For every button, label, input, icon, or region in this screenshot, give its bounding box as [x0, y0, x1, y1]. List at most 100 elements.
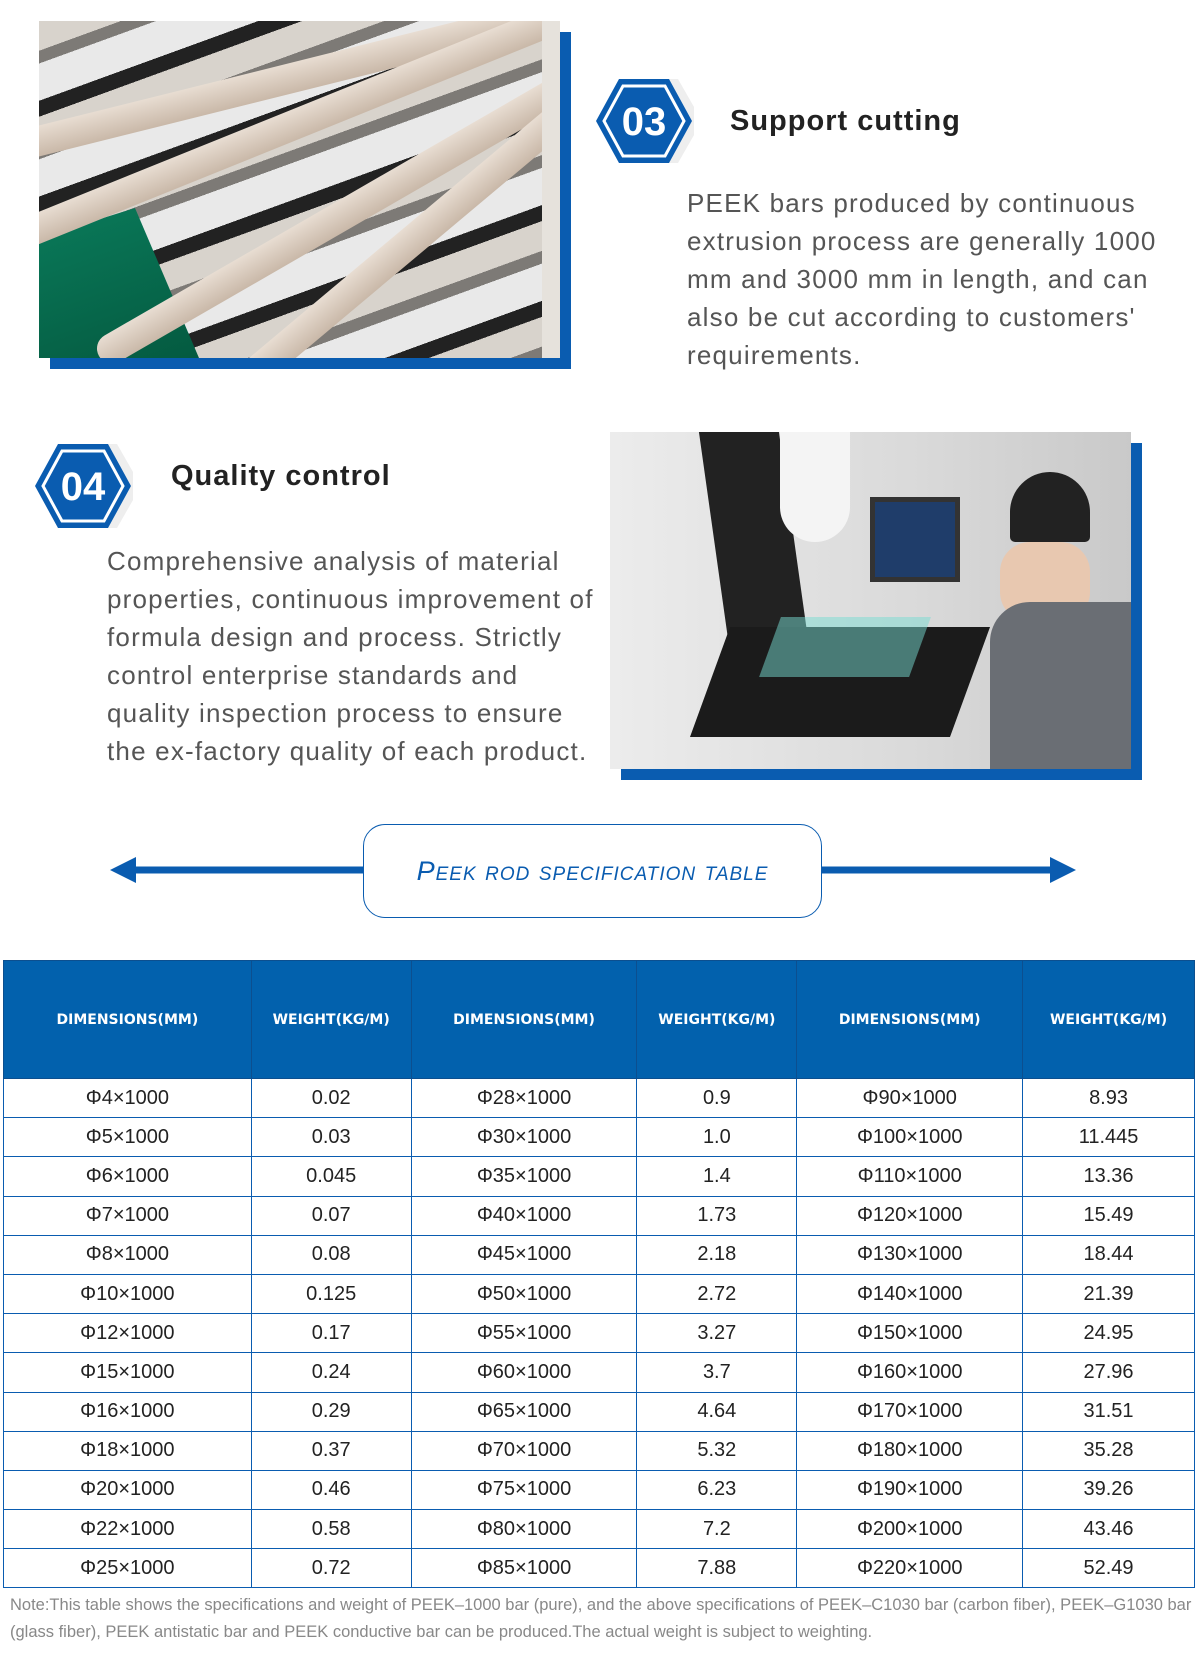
dimension-cell: Φ180×1000: [796, 1430, 1024, 1471]
dimension-cell: Φ100×1000: [796, 1117, 1024, 1158]
weight-cell: 13.36: [1022, 1156, 1195, 1197]
dimension-cell: Φ55×1000: [410, 1313, 638, 1354]
table-row: Φ16×1000 0.29 Φ65×1000 4.64 Φ170×1000 31.51: [3, 1391, 1195, 1432]
table-row: Φ7×1000 0.07 Φ40×1000 1.73 Φ120×1000 15.49: [3, 1195, 1195, 1236]
weight-cell: 0.72: [250, 1548, 412, 1589]
weight-cell: 0.24: [250, 1352, 412, 1393]
table-header-row: DIMENSIONS(MM) WEIGHT(KG/M) DIMENSIONS(MM)…: [3, 960, 1195, 1079]
peek-rods-photo: [39, 21, 560, 358]
section-title-support-cutting: Support cutting: [730, 105, 961, 137]
weight-cell: 0.58: [250, 1509, 412, 1550]
specification-table: DIMENSIONS(MM) WEIGHT(KG/M) DIMENSIONS(MM)…: [3, 960, 1195, 1589]
hexagon-badge-03: 03: [596, 79, 694, 163]
weight-cell: 0.08: [250, 1234, 412, 1275]
dimension-cell: Φ40×1000: [410, 1195, 638, 1236]
dimension-cell: Φ4×1000: [3, 1077, 252, 1119]
weight-cell: 0.02: [250, 1077, 412, 1119]
dimension-cell: Φ110×1000: [796, 1156, 1024, 1197]
weight-cell: 3.27: [636, 1313, 798, 1354]
dimension-cell: Φ50×1000: [410, 1273, 638, 1315]
weight-cell: 52.49: [1022, 1548, 1195, 1589]
weight-cell: 2.18: [636, 1234, 798, 1275]
weight-cell: 0.045: [250, 1156, 412, 1197]
weight-cell: 18.44: [1022, 1234, 1195, 1275]
weight-cell: 3.7: [636, 1352, 798, 1393]
dimension-cell: Φ15×1000: [3, 1352, 252, 1393]
table-row: Φ5×1000 0.03 Φ30×1000 1.0 Φ100×1000 11.445: [3, 1117, 1195, 1158]
dimension-cell: Φ20×1000: [3, 1469, 252, 1511]
dimension-cell: Φ22×1000: [3, 1509, 252, 1550]
weight-cell: 0.125: [250, 1273, 412, 1315]
weight-cell: 1.4: [636, 1156, 798, 1197]
weight-cell: 39.26: [1022, 1469, 1195, 1511]
weight-cell: 0.03: [250, 1117, 412, 1158]
weight-cell: 8.93: [1022, 1077, 1195, 1119]
weight-cell: 1.73: [636, 1195, 798, 1236]
weight-cell: 6.23: [636, 1469, 798, 1511]
column-header: DIMENSIONS(MM): [410, 960, 638, 1079]
weight-cell: 2.72: [636, 1273, 798, 1315]
dimension-cell: Φ160×1000: [796, 1352, 1024, 1393]
support-cutting-description: PEEK bars produced by continuous extrusi…: [687, 188, 1157, 370]
dimension-cell: Φ25×1000: [3, 1548, 252, 1589]
column-header: WEIGHT(KG/M): [1022, 960, 1195, 1079]
weight-cell: 0.37: [250, 1430, 412, 1471]
table-row: Φ20×1000 0.46 Φ75×1000 6.23 Φ190×1000 39.26: [3, 1469, 1195, 1511]
dimension-cell: Φ60×1000: [410, 1352, 638, 1393]
table-row: Φ25×1000 0.72 Φ85×1000 7.88 Φ220×1000 52.49: [3, 1548, 1195, 1589]
weight-cell: 27.96: [1022, 1352, 1195, 1393]
weight-cell: 0.29: [250, 1391, 412, 1432]
dimension-cell: Φ65×1000: [410, 1391, 638, 1432]
dimension-cell: Φ140×1000: [796, 1273, 1024, 1315]
arrow-right-icon: [1050, 857, 1076, 883]
weight-cell: 21.39: [1022, 1273, 1195, 1315]
weight-cell: 4.64: [636, 1391, 798, 1432]
weight-cell: 11.445: [1022, 1117, 1195, 1158]
weight-cell: 24.95: [1022, 1313, 1195, 1354]
spec-table-title-text: Peek rod specification table: [416, 855, 769, 886]
dimension-cell: Φ150×1000: [796, 1313, 1024, 1354]
weight-cell: 0.9: [636, 1077, 798, 1119]
weight-cell: 1.0: [636, 1117, 798, 1158]
weight-cell: 7.2: [636, 1509, 798, 1550]
dimension-cell: Φ10×1000: [3, 1273, 252, 1315]
arrow-left-icon: [110, 857, 136, 883]
spec-table-title: Peek rod specification table: [363, 824, 822, 918]
svg-text:04: 04: [61, 465, 106, 509]
quality-control-description: Comprehensive analysis of material prope…: [107, 546, 594, 766]
dimension-cell: Φ5×1000: [3, 1117, 252, 1158]
weight-cell: 35.28: [1022, 1430, 1195, 1471]
column-header: WEIGHT(KG/M): [250, 960, 412, 1079]
dimension-cell: Φ75×1000: [410, 1469, 638, 1511]
table-row: Φ22×1000 0.58 Φ80×1000 7.2 Φ200×1000 43.46: [3, 1509, 1195, 1550]
dimension-cell: Φ220×1000: [796, 1548, 1024, 1589]
column-header: DIMENSIONS(MM): [796, 960, 1024, 1079]
weight-cell: 0.46: [250, 1469, 412, 1511]
table-row: Φ18×1000 0.37 Φ70×1000 5.32 Φ180×1000 35.28: [3, 1430, 1195, 1471]
dimension-cell: Φ170×1000: [796, 1391, 1024, 1432]
dimension-cell: Φ85×1000: [410, 1548, 638, 1589]
table-note: Note:This table shows the specifications…: [10, 1596, 1192, 1641]
weight-cell: 31.51: [1022, 1391, 1195, 1432]
column-header: WEIGHT(KG/M): [636, 960, 798, 1079]
dimension-cell: Φ30×1000: [410, 1117, 638, 1158]
table-row: Φ4×1000 0.02 Φ28×1000 0.9 Φ90×1000 8.93: [3, 1077, 1195, 1119]
dimension-cell: Φ45×1000: [410, 1234, 638, 1275]
weight-cell: 7.88: [636, 1548, 798, 1589]
svg-text:03: 03: [622, 100, 667, 144]
dimension-cell: Φ90×1000: [796, 1077, 1024, 1119]
dimension-cell: Φ120×1000: [796, 1195, 1024, 1236]
weight-cell: 43.46: [1022, 1509, 1195, 1550]
dimension-cell: Φ70×1000: [410, 1430, 638, 1471]
dimension-cell: Φ16×1000: [3, 1391, 252, 1432]
table-row: Φ6×1000 0.045 Φ35×1000 1.4 Φ110×1000 13.36: [3, 1156, 1195, 1197]
hexagon-badge-04: 04: [35, 444, 133, 528]
dimension-cell: Φ6×1000: [3, 1156, 252, 1197]
dimension-cell: Φ190×1000: [796, 1469, 1024, 1511]
weight-cell: 15.49: [1022, 1195, 1195, 1236]
dimension-cell: Φ12×1000: [3, 1313, 252, 1354]
section-title-quality-control: Quality control: [171, 460, 391, 492]
dimension-cell: Φ18×1000: [3, 1430, 252, 1471]
table-row: Φ8×1000 0.08 Φ45×1000 2.18 Φ130×1000 18.44: [3, 1234, 1195, 1275]
weight-cell: 0.17: [250, 1313, 412, 1354]
